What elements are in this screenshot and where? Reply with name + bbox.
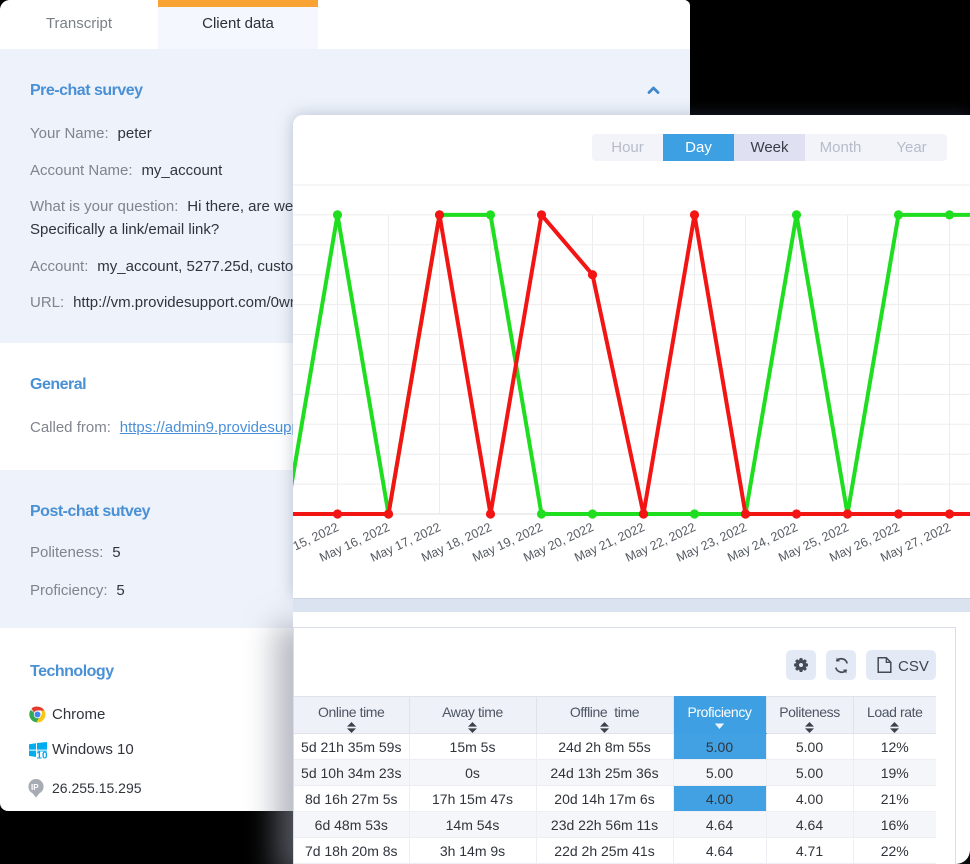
svg-text:IP: IP [31, 783, 39, 792]
svg-text:10: 10 [36, 750, 47, 759]
